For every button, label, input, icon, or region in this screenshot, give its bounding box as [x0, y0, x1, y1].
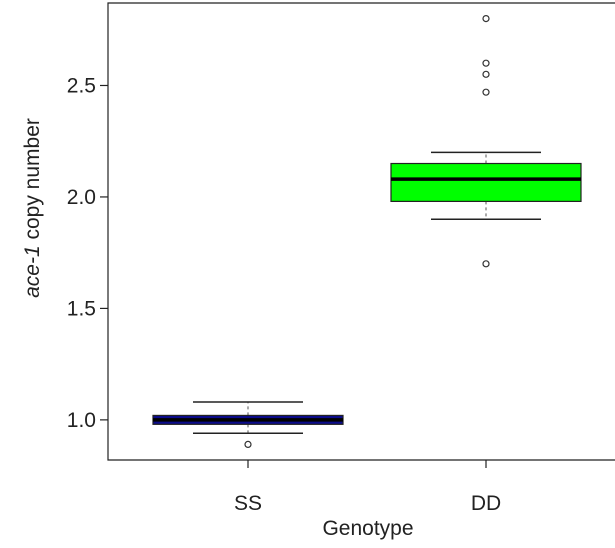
outlier-point: [482, 15, 490, 23]
y-axis: 1.0 1.5 2.0 2.5: [67, 74, 108, 432]
y-axis-title-italic: ace-1: [21, 245, 44, 298]
x-axis: SS DD: [234, 460, 501, 515]
plot-border: [107, 2, 615, 461]
y-tick-label: 1.0: [67, 409, 96, 432]
y-tick-label: 2.5: [67, 74, 96, 97]
x-tick-label: DD: [471, 492, 501, 515]
outlier-point: [244, 440, 252, 448]
x-axis-title: Genotype: [322, 517, 413, 540]
y-axis-title-rest: copy number: [21, 118, 44, 245]
x-tick-label: SS: [234, 492, 262, 515]
iqr-box: [390, 162, 582, 203]
box-ss: [152, 401, 344, 448]
outlier-point: [482, 70, 490, 78]
y-tick-label: 2.0: [67, 186, 96, 209]
outlier-point: [482, 260, 490, 268]
y-axis-title: ace-1 copy number: [21, 118, 44, 298]
box-dd: [390, 15, 582, 268]
outlier-point: [482, 88, 490, 96]
y-tick-label: 1.5: [67, 297, 96, 320]
boxes: [152, 15, 582, 448]
plot-frame: [107, 2, 615, 461]
outlier-point: [482, 59, 490, 67]
